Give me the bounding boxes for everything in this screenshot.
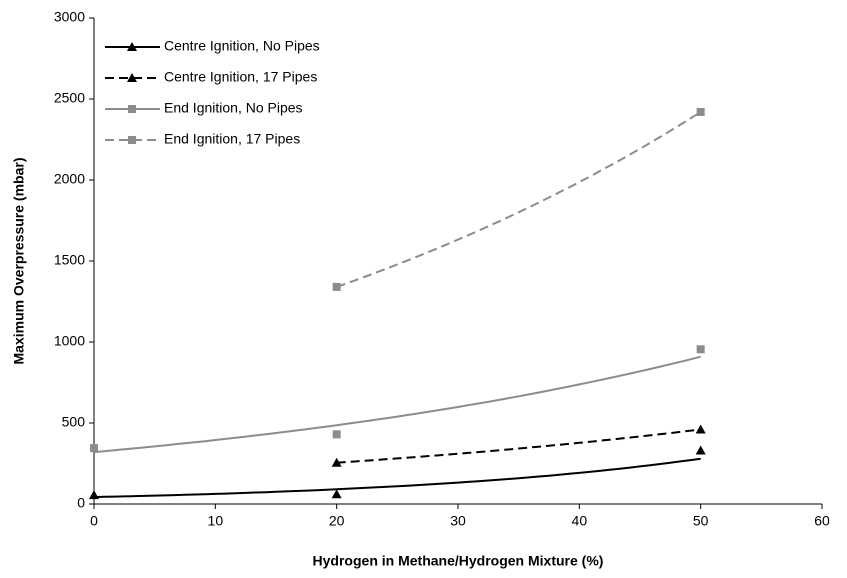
legend-label: Centre Ignition, No Pipes [164,38,320,54]
y-axis-label: Maximum Overpressure (mbar) [11,158,27,365]
x-tick-label: 30 [450,513,466,529]
y-tick-label: 1500 [54,252,85,268]
legend-marker [127,73,137,82]
marker [695,424,706,434]
legend-marker [128,136,136,144]
x-tick-label: 60 [814,513,830,529]
trend-line [336,428,701,464]
marker [90,444,98,453]
marker [89,490,99,500]
marker [331,489,342,499]
marker [695,445,706,455]
x-tick-label: 40 [572,513,588,529]
marker [331,457,342,467]
marker [696,107,705,116]
legend-label: End Ignition, No Pipes [164,100,303,116]
trend-line [336,111,702,288]
legend-label: End Ignition, 17 Pipes [164,131,300,147]
trend-line [93,355,701,454]
legend-label: Centre Ignition, 17 Pipes [164,69,317,85]
y-tick-label: 2000 [54,171,85,187]
legend-marker [127,42,137,51]
y-tick-label: 1000 [54,333,85,349]
x-tick-label: 0 [90,513,98,529]
y-tick-label: 2500 [54,90,85,106]
trend-line [93,457,701,499]
marker [332,282,341,291]
x-tick-label: 20 [329,513,345,529]
marker [332,430,341,439]
legend-marker [128,105,136,113]
y-tick-label: 0 [77,495,85,511]
y-tick-label: 500 [62,414,86,430]
marker [696,345,705,354]
x-tick-label: 50 [693,513,709,529]
x-axis-label: Hydrogen in Methane/Hydrogen Mixture (%) [313,553,604,569]
x-tick-label: 10 [208,513,224,529]
y-tick-label: 3000 [54,9,85,25]
